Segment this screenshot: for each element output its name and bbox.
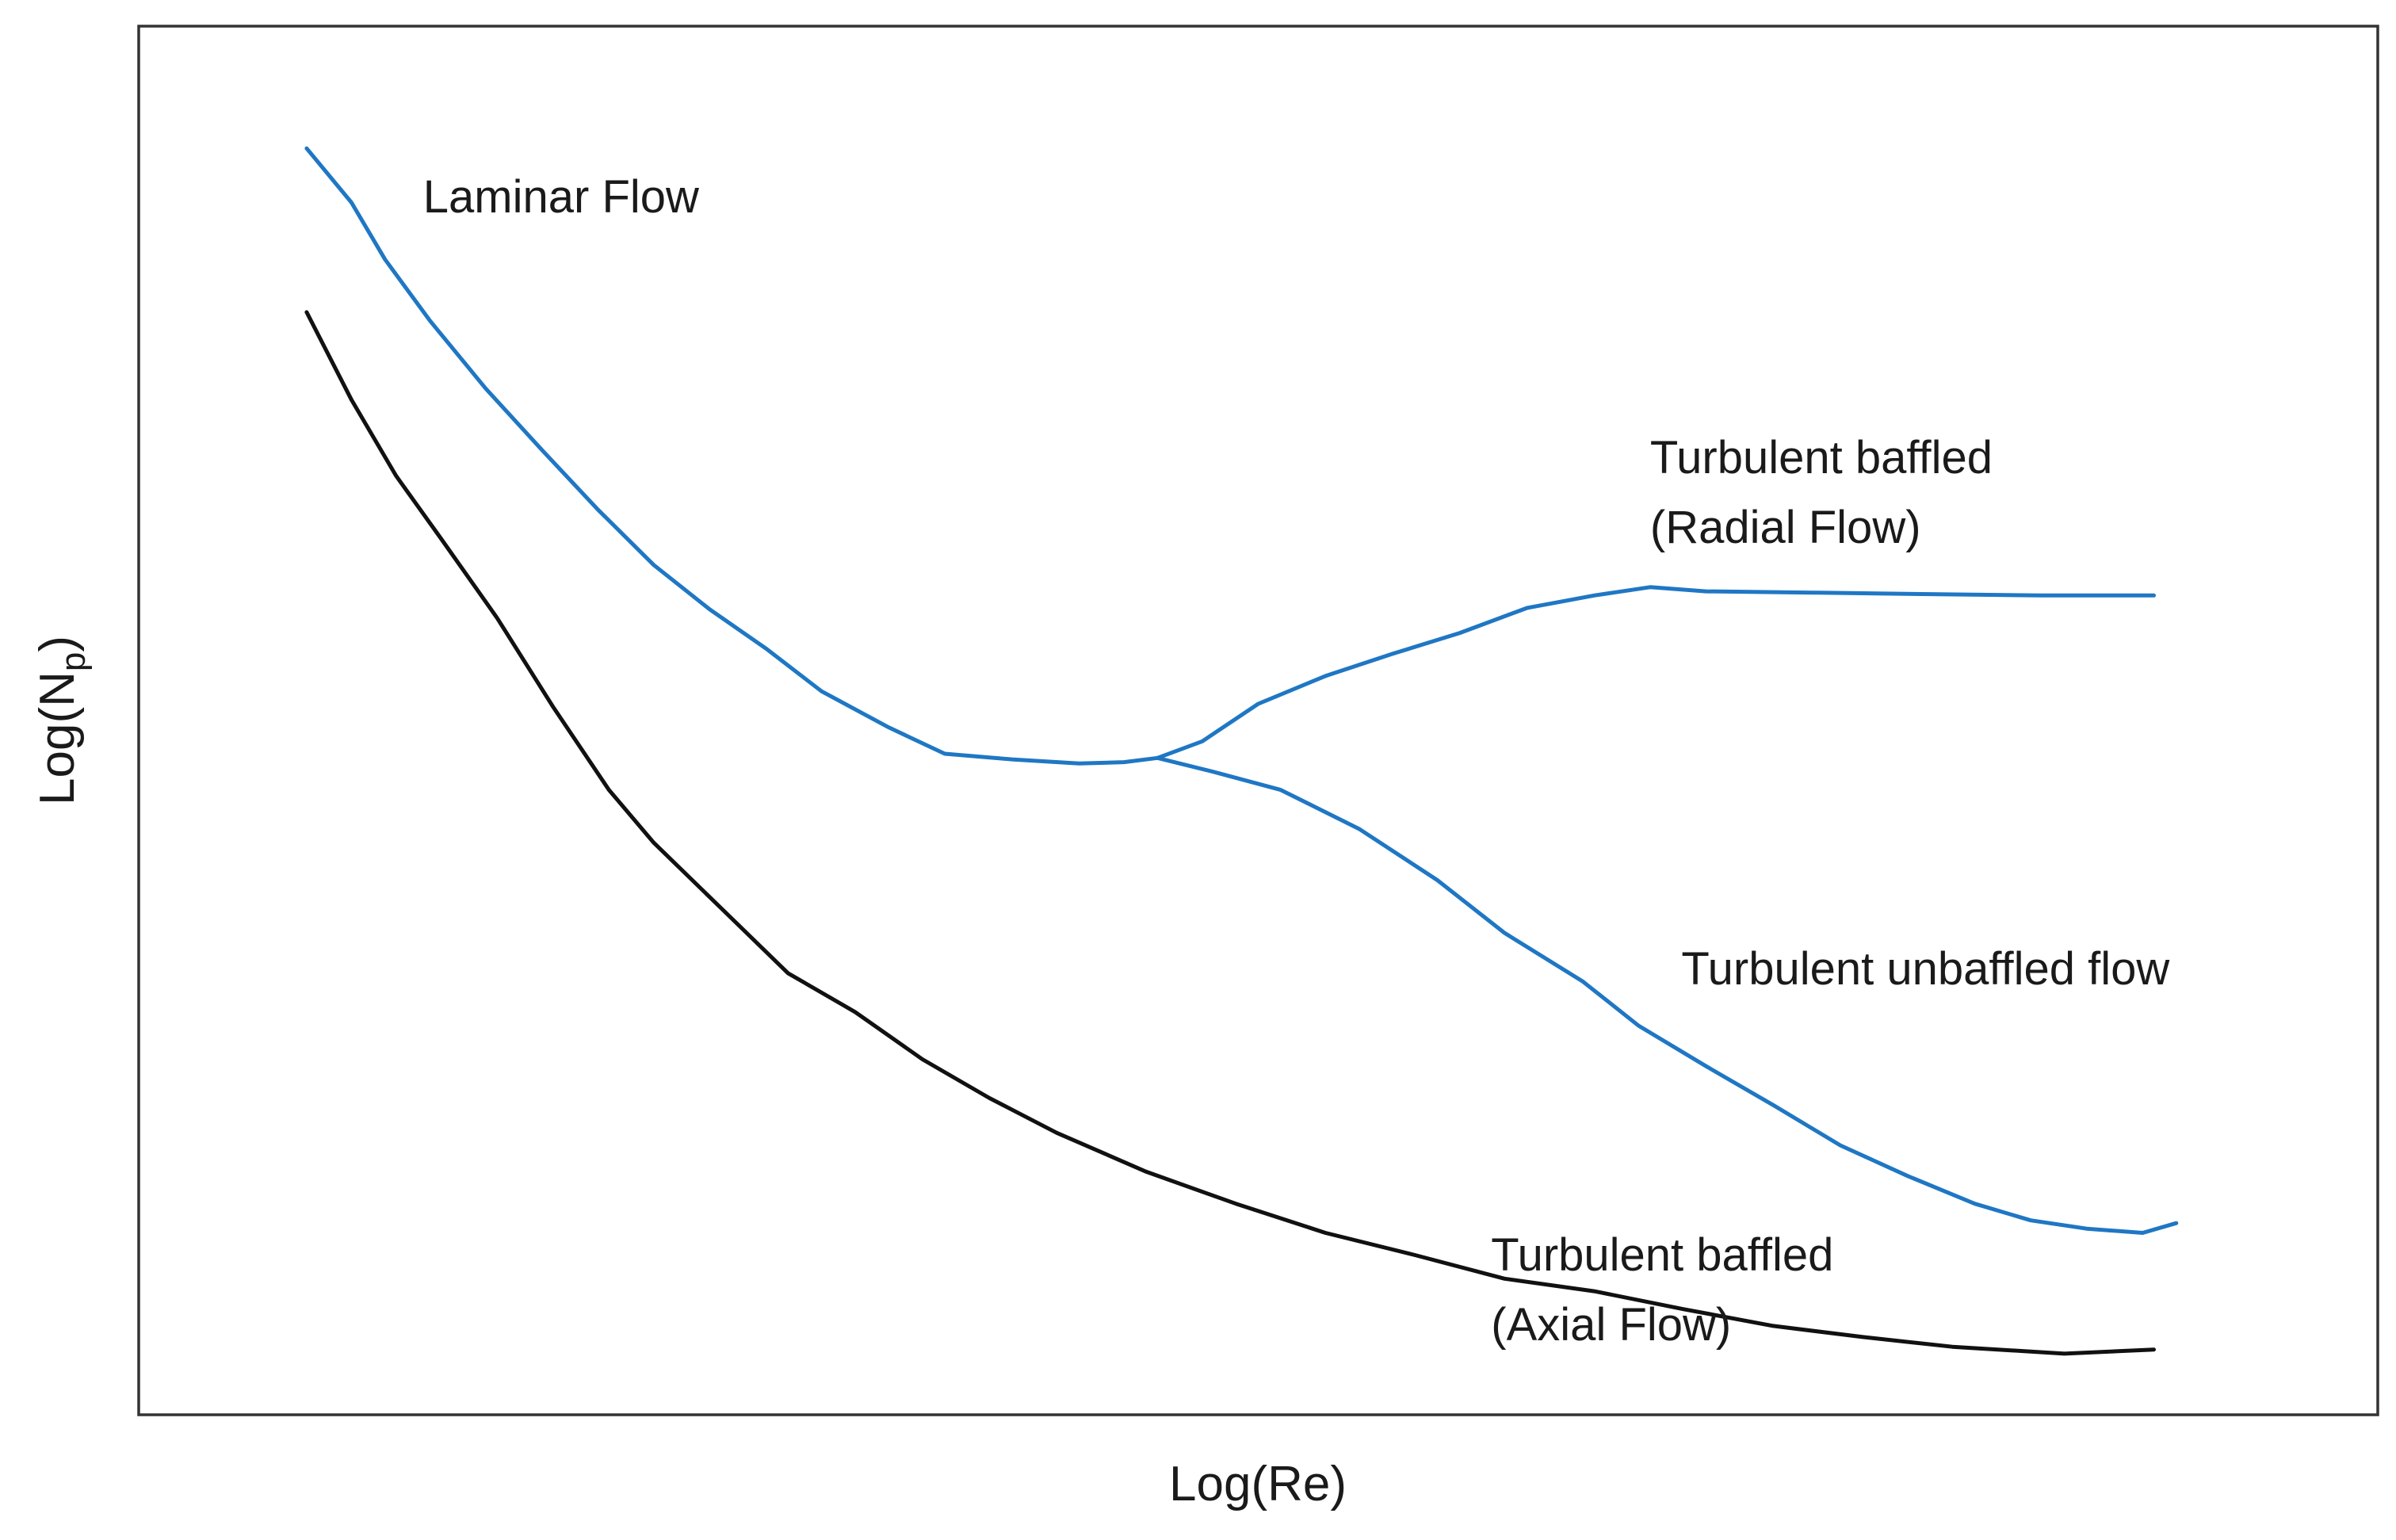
radial-flow-label-line-0: Turbulent baffled <box>1650 432 1993 483</box>
series-line-blue-radial <box>1155 585 2156 760</box>
radial-flow-label-line-1: (Radial Flow) <box>1650 502 1921 553</box>
y-axis-label-main: Log(N <box>30 671 85 805</box>
series-line-blue-unbaffled <box>1155 755 2179 1235</box>
y-axis-label: Log(Np) <box>30 636 93 805</box>
y-axis-label-subscript: p <box>54 652 93 671</box>
series-layer <box>304 146 2179 1356</box>
axial-flow-label-line-1: (Axial Flow) <box>1491 1299 1731 1351</box>
unbaffled-flow-label: Turbulent unbaffled flow <box>1681 943 2170 995</box>
y-axis-label-end: ) <box>30 636 85 652</box>
axial-flow-label: Turbulent baffled (Axial Flow) <box>1491 1229 1833 1351</box>
laminar-flow-label: Laminar Flow <box>423 171 700 223</box>
laminar-flow-label-line-0: Laminar Flow <box>423 171 700 223</box>
series-line-black-axial <box>304 310 2156 1356</box>
radial-flow-label: Turbulent baffled (Radial Flow) <box>1650 432 1993 553</box>
axes-frame <box>137 25 2379 1416</box>
axial-flow-label-line-0: Turbulent baffled <box>1491 1229 1833 1281</box>
series-line-blue-laminar <box>304 146 1160 766</box>
unbaffled-flow-label-line-0: Turbulent unbaffled flow <box>1681 943 2170 995</box>
x-axis-label: Log(Re) <box>1169 1457 1347 1511</box>
annotation-layer: Laminar Flow Turbulent baffled (Radial Flo… <box>423 171 2171 1351</box>
